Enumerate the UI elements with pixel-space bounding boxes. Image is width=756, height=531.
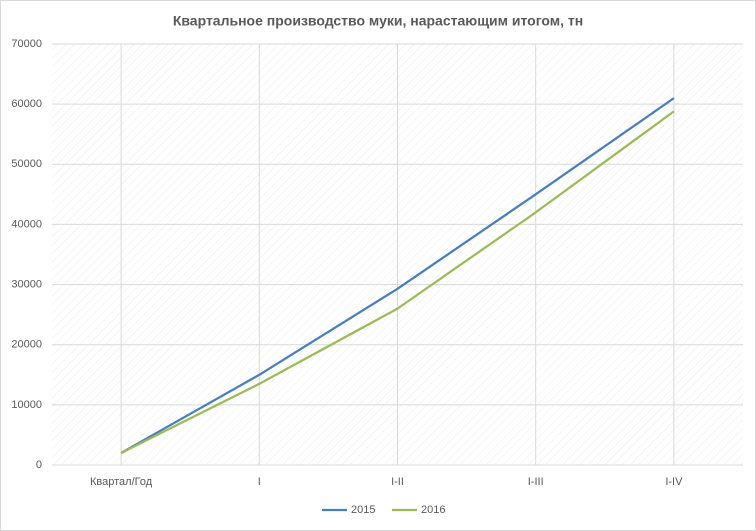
legend-label: 2015	[351, 504, 375, 516]
y-tick-label: 10000	[11, 399, 42, 411]
y-tick-label: 70000	[11, 38, 42, 50]
y-tick-label: 0	[36, 459, 42, 471]
x-tick-label: I-III	[528, 476, 544, 488]
y-tick-label: 40000	[11, 218, 42, 230]
y-tick-label: 60000	[11, 98, 42, 110]
legend-label: 2016	[421, 504, 445, 516]
y-tick-label: 30000	[11, 278, 42, 290]
x-tick-label: Квартал/Год	[90, 476, 153, 488]
x-tick-label: I-IV	[665, 476, 683, 488]
chart-title: Квартальное производство муки, нарастающ…	[173, 13, 583, 29]
series-line	[120, 97, 675, 454]
y-tick-label: 50000	[11, 158, 42, 170]
series-line	[120, 110, 675, 454]
x-tick-label: I-II	[391, 476, 404, 488]
x-tick-label: I	[258, 476, 261, 488]
y-tick-label: 20000	[11, 339, 42, 351]
